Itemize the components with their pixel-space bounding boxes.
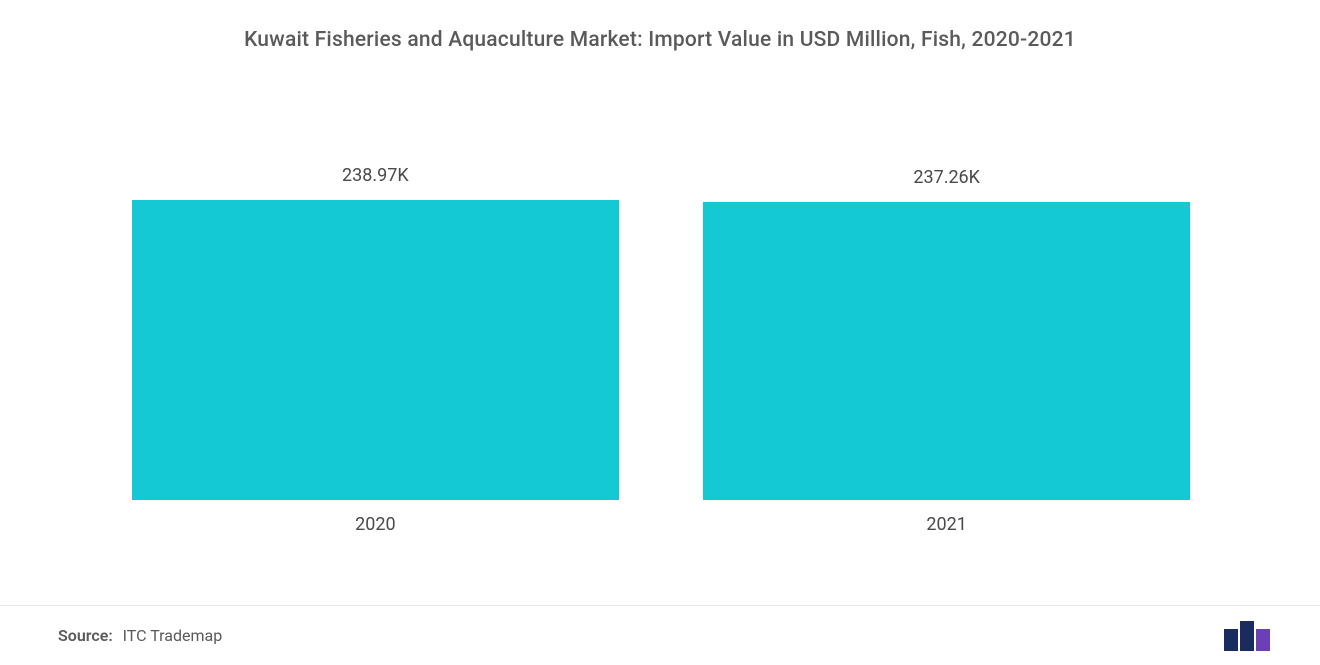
bar-group-2020: 238.97K: [132, 165, 619, 500]
chart-container: Kuwait Fisheries and Aquaculture Market:…: [0, 0, 1320, 665]
chart-footer: Source: ITC Trademap: [0, 605, 1320, 665]
logo-bar-2: [1240, 621, 1254, 651]
x-label-2020: 2020: [132, 514, 619, 535]
x-axis: 2020 2021: [132, 514, 1190, 535]
plot-area: 238.97K 237.26K: [132, 165, 1190, 500]
logo-bar-3: [1256, 629, 1270, 651]
source-citation: Source: ITC Trademap: [58, 626, 222, 645]
bar-2020: [132, 200, 619, 500]
chart-title: Kuwait Fisheries and Aquaculture Market:…: [0, 0, 1320, 62]
bar-value-label: 238.97K: [342, 165, 409, 186]
logo-bar-1: [1224, 629, 1238, 651]
bar-value-label: 237.26K: [913, 167, 980, 188]
bar-group-2021: 237.26K: [703, 167, 1190, 500]
bar-2021: [703, 202, 1190, 500]
source-label: Source:: [58, 626, 113, 645]
x-label-2021: 2021: [703, 514, 1190, 535]
source-text: ITC Trademap: [123, 626, 223, 645]
brand-logo-icon: [1224, 621, 1270, 651]
